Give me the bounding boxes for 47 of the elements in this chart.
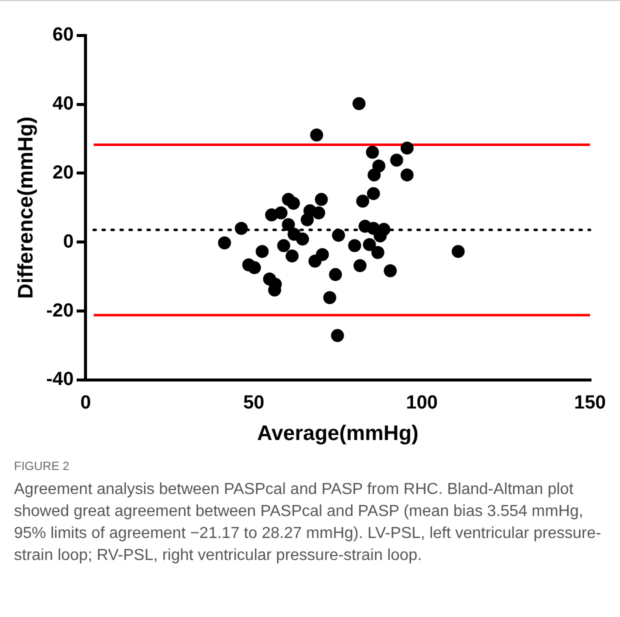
point	[400, 142, 414, 155]
point	[277, 239, 290, 252]
point	[296, 232, 310, 246]
x-tick-label: 150	[574, 392, 606, 414]
y-tick-label: 20	[52, 162, 74, 184]
y-tick-label: 0	[63, 231, 74, 252]
point	[300, 213, 314, 226]
point	[310, 128, 324, 142]
text: Agreement analysis between PASPcal and PASP from RHC. Bland-Altman plot showed great agreement between PASPcal and PASP (mean bias 3.554 mmHg, 95% limits of agreement −21.17 to 28.27 mmHg). LV-PSL, left ventricular pressure-strain loop; RV-PSL, right ventricular pressure-strain loop.	[14, 480, 602, 566]
point	[234, 222, 248, 235]
y-tick-label: 40	[52, 94, 74, 115]
x-tick-label: 100	[406, 392, 438, 414]
point	[312, 206, 326, 220]
point	[328, 268, 342, 282]
point	[390, 154, 404, 167]
point	[282, 218, 295, 232]
y-tick-label: -40	[46, 369, 74, 390]
point	[348, 239, 362, 252]
x-tick-label: 0	[80, 392, 91, 414]
point	[356, 194, 370, 208]
point	[314, 192, 328, 206]
point	[352, 97, 366, 110]
point	[371, 246, 384, 259]
point	[316, 248, 329, 262]
point	[248, 261, 261, 274]
x-tick-label: 50	[243, 392, 264, 414]
point	[218, 236, 232, 250]
y-tick-label: 60	[52, 24, 74, 46]
x-axis-title: Average(mmHg)	[257, 422, 419, 446]
point	[400, 168, 414, 182]
point	[286, 196, 300, 210]
point	[330, 329, 344, 342]
point	[354, 259, 367, 272]
point	[256, 244, 269, 258]
y-tick-label: -20	[46, 300, 74, 322]
point	[274, 206, 288, 220]
point	[362, 238, 376, 252]
point	[366, 187, 380, 200]
caption: FIGURE 2	[14, 459, 70, 473]
point	[286, 249, 299, 262]
point	[366, 146, 379, 159]
point	[452, 244, 465, 258]
point	[332, 228, 346, 242]
y-axis-title: Difference(mmHg)	[14, 116, 38, 299]
point	[323, 291, 336, 304]
point	[368, 168, 381, 182]
point	[384, 264, 397, 278]
